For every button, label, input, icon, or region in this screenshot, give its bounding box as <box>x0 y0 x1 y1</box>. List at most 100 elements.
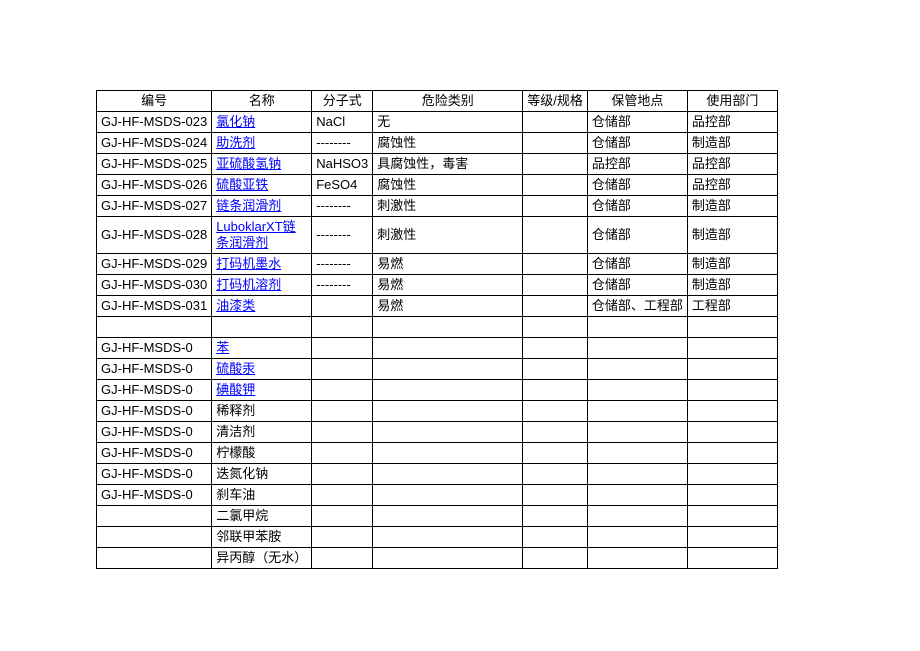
name-link[interactable]: 苯 <box>216 340 229 355</box>
cell-grade <box>523 422 588 443</box>
cell-grade <box>523 527 588 548</box>
table-row: GJ-HF-MSDS-0迭氮化钠 <box>97 464 778 485</box>
cell-storage <box>587 422 687 443</box>
cell-id: GJ-HF-MSDS-026 <box>97 175 212 196</box>
cell-dept <box>687 548 777 569</box>
cell-grade <box>523 380 588 401</box>
name-link[interactable]: 油漆类 <box>216 298 255 313</box>
cell-name: 二氯甲烷 <box>212 506 312 527</box>
cell-id <box>97 317 212 338</box>
cell-dept: 工程部 <box>687 296 777 317</box>
name-link[interactable]: 碘酸钾 <box>216 382 255 397</box>
table-body: GJ-HF-MSDS-023氯化钠NaCl无仓储部品控部GJ-HF-MSDS-0… <box>97 112 778 569</box>
cell-grade <box>523 485 588 506</box>
col-header-hazard: 危险类别 <box>373 91 523 112</box>
cell-formula: -------- <box>312 217 373 254</box>
table-header-row: 编号名称分子式危险类别等级/规格保管地点使用部门 <box>97 91 778 112</box>
cell-name: 刹车油 <box>212 485 312 506</box>
col-header-grade: 等级/规格 <box>523 91 588 112</box>
name-link[interactable]: 亚硫酸氢钠 <box>216 156 281 171</box>
cell-grade <box>523 317 588 338</box>
table-row: GJ-HF-MSDS-0清洁剂 <box>97 422 778 443</box>
name-link[interactable]: 氯化钠 <box>216 114 255 129</box>
cell-formula <box>312 422 373 443</box>
cell-storage <box>587 464 687 485</box>
name-link[interactable]: LuboklarXT链条润滑剂 <box>216 219 295 250</box>
cell-formula <box>312 317 373 338</box>
table-row: 二氯甲烷 <box>97 506 778 527</box>
cell-grade <box>523 112 588 133</box>
cell-id: GJ-HF-MSDS-023 <box>97 112 212 133</box>
cell-grade <box>523 359 588 380</box>
cell-formula: NaHSO3 <box>312 154 373 175</box>
cell-dept <box>687 443 777 464</box>
cell-storage: 仓储部 <box>587 217 687 254</box>
cell-id: GJ-HF-MSDS-0 <box>97 485 212 506</box>
cell-name: 柠檬酸 <box>212 443 312 464</box>
cell-hazard: 易燃 <box>373 254 523 275</box>
cell-id <box>97 527 212 548</box>
cell-id <box>97 506 212 527</box>
cell-hazard <box>373 548 523 569</box>
cell-name: 硫酸汞 <box>212 359 312 380</box>
cell-id: GJ-HF-MSDS-0 <box>97 443 212 464</box>
cell-formula <box>312 296 373 317</box>
cell-hazard: 刺激性 <box>373 217 523 254</box>
name-link[interactable]: 硫酸亚铁 <box>216 177 268 192</box>
cell-storage <box>587 401 687 422</box>
table-row: 异丙醇（无水） <box>97 548 778 569</box>
name-link[interactable]: 助洗剂 <box>216 135 255 150</box>
cell-hazard: 易燃 <box>373 275 523 296</box>
cell-formula <box>312 443 373 464</box>
table-row: GJ-HF-MSDS-0稀释剂 <box>97 401 778 422</box>
cell-formula <box>312 485 373 506</box>
cell-dept <box>687 464 777 485</box>
cell-id: GJ-HF-MSDS-0 <box>97 464 212 485</box>
cell-name: 硫酸亚铁 <box>212 175 312 196</box>
name-link[interactable]: 打码机溶剂 <box>216 277 281 292</box>
cell-formula: -------- <box>312 196 373 217</box>
cell-storage <box>587 317 687 338</box>
cell-grade <box>523 175 588 196</box>
cell-id <box>97 548 212 569</box>
name-link[interactable]: 硫酸汞 <box>216 361 255 376</box>
table-row: GJ-HF-MSDS-024助洗剂--------腐蚀性仓储部制造部 <box>97 133 778 154</box>
cell-hazard <box>373 338 523 359</box>
cell-storage <box>587 359 687 380</box>
cell-dept <box>687 485 777 506</box>
cell-formula <box>312 359 373 380</box>
cell-hazard: 腐蚀性 <box>373 175 523 196</box>
cell-hazard <box>373 317 523 338</box>
cell-grade <box>523 196 588 217</box>
cell-id: GJ-HF-MSDS-0 <box>97 380 212 401</box>
cell-hazard <box>373 359 523 380</box>
cell-dept <box>687 359 777 380</box>
cell-name: 链条润滑剂 <box>212 196 312 217</box>
cell-name: 迭氮化钠 <box>212 464 312 485</box>
cell-formula: -------- <box>312 133 373 154</box>
cell-dept <box>687 401 777 422</box>
cell-name: 助洗剂 <box>212 133 312 154</box>
cell-id: GJ-HF-MSDS-0 <box>97 338 212 359</box>
cell-formula <box>312 548 373 569</box>
cell-formula: -------- <box>312 275 373 296</box>
cell-storage <box>587 506 687 527</box>
name-link[interactable]: 打码机墨水 <box>216 256 281 271</box>
table-header: 编号名称分子式危险类别等级/规格保管地点使用部门 <box>97 91 778 112</box>
cell-hazard <box>373 380 523 401</box>
cell-storage: 品控部 <box>587 154 687 175</box>
table-row: GJ-HF-MSDS-029打码机墨水--------易燃仓储部制造部 <box>97 254 778 275</box>
cell-id: GJ-HF-MSDS-029 <box>97 254 212 275</box>
cell-id: GJ-HF-MSDS-025 <box>97 154 212 175</box>
cell-grade <box>523 275 588 296</box>
cell-id: GJ-HF-MSDS-0 <box>97 422 212 443</box>
cell-name: 打码机溶剂 <box>212 275 312 296</box>
cell-grade <box>523 133 588 154</box>
col-header-id: 编号 <box>97 91 212 112</box>
cell-grade <box>523 443 588 464</box>
table-row: GJ-HF-MSDS-0柠檬酸 <box>97 443 778 464</box>
name-link[interactable]: 链条润滑剂 <box>216 198 281 213</box>
col-header-storage: 保管地点 <box>587 91 687 112</box>
table-container: 编号名称分子式危险类别等级/规格保管地点使用部门 GJ-HF-MSDS-023 氯… <box>96 90 778 569</box>
cell-grade <box>523 338 588 359</box>
